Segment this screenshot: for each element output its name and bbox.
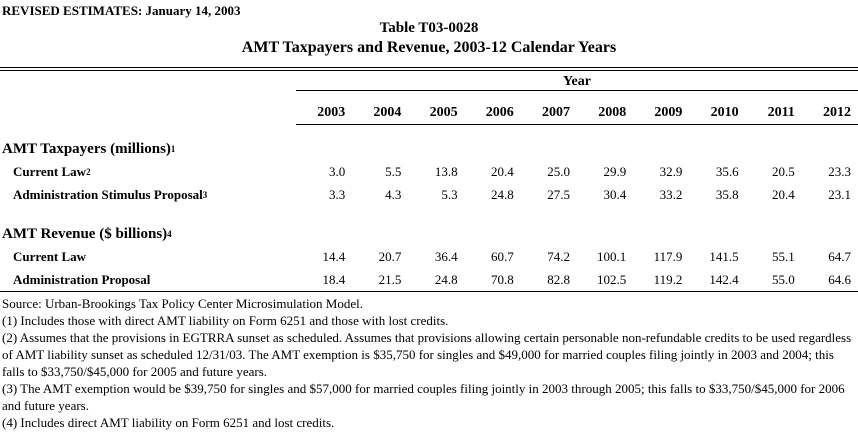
value-cell: 13.8	[434, 163, 458, 179]
spacer	[0, 125, 858, 138]
footnote: (3) The AMT exemption would be $39,750 f…	[2, 381, 845, 413]
value-cell: 36.4	[434, 248, 458, 264]
value-cell: 20.7	[378, 248, 402, 264]
value-cell: 55.1	[772, 248, 795, 264]
label-text: AMT Revenue ($ billions)	[2, 225, 168, 242]
value-cell: 70.8	[491, 271, 514, 287]
value-cell: 24.8	[434, 271, 458, 287]
value-cell: 32.9	[659, 163, 683, 179]
value-cell: 5.5	[385, 163, 402, 179]
source-note: Source: Urban-Brookings Tax Policy Cente…	[2, 296, 363, 311]
value-cell: 23.3	[828, 163, 851, 179]
footnote: (4) Includes direct AMT liability on For…	[2, 415, 335, 430]
value-cell: 30.4	[603, 186, 627, 202]
value-cell: 5.3	[441, 186, 458, 202]
value-cell: 21.5	[378, 271, 402, 287]
spacer	[0, 206, 858, 223]
value-cell: 18.4	[322, 271, 346, 287]
data-table: Year 2003 2004 2005 2006 2007 2008 2009 2010 2011…	[0, 71, 858, 292]
value-cell: 141.5	[709, 248, 739, 264]
year-row-left-gap	[0, 91, 296, 125]
year-column-header: 2007	[520, 91, 577, 125]
year-column-header: 2009	[633, 91, 690, 125]
value-cell: 27.5	[547, 186, 570, 202]
value-cell: 35.8	[715, 186, 739, 202]
value-cell: 20.4	[491, 163, 514, 179]
year-header-left-gap	[0, 71, 296, 91]
value-cell: 64.6	[828, 271, 851, 287]
revised-estimates-label: REVISED ESTIMATES: January 14, 2003	[2, 3, 241, 18]
year-span-header: Year	[296, 71, 858, 91]
label-text: Current Law	[13, 163, 87, 179]
value-cell: 82.8	[547, 271, 570, 287]
section-heading: AMT Revenue ($ billions) 4	[2, 225, 172, 242]
value-cell: 3.3	[328, 186, 346, 202]
year-column-header: 2010	[689, 91, 746, 125]
double-rule	[0, 67, 858, 71]
value-cell: 33.2	[659, 186, 683, 202]
value-cell: 29.9	[603, 163, 627, 179]
footnotes-block: Source: Urban-Brookings Tax Policy Cente…	[0, 292, 858, 431]
value-cell: 23.1	[828, 186, 851, 202]
value-cell: 35.6	[715, 163, 739, 179]
label-text: AMT Taxpayers (millions)	[2, 140, 171, 157]
table-title: AMT Taxpayers and Revenue, 2003-12 Calen…	[241, 39, 617, 56]
row-label: Administration Stimulus Proposal 3	[13, 186, 208, 202]
year-column-header: 2006	[464, 91, 521, 125]
value-cell: 100.1	[596, 248, 627, 264]
row-label: Current Law 2	[13, 163, 91, 179]
value-cell: 64.7	[828, 248, 851, 264]
table-number-title: Table T03-0028	[379, 20, 479, 36]
label-text: Current Law	[13, 248, 87, 264]
value-cell: 119.2	[653, 271, 683, 287]
year-column-header: 2008	[577, 91, 634, 125]
value-cell: 24.8	[491, 186, 514, 202]
value-cell: 60.7	[491, 248, 514, 264]
value-cell: 14.4	[322, 248, 346, 264]
year-column-header: 2004	[352, 91, 409, 125]
value-cell: 55.0	[772, 271, 795, 287]
footnote: (1) Includes those with direct AMT liabi…	[2, 313, 449, 328]
year-column-header: 2012	[801, 91, 858, 125]
value-cell: 25.0	[547, 163, 570, 179]
section-heading: AMT Taxpayers (millions) 1	[2, 140, 176, 157]
label-text: Administration Proposal	[13, 271, 151, 287]
value-cell: 102.5	[596, 271, 627, 287]
year-column-header: 2011	[745, 91, 802, 125]
value-cell: 20.4	[772, 186, 795, 202]
value-cell: 3.0	[328, 163, 346, 179]
value-cell: 74.2	[547, 248, 570, 264]
year-column-header: 2005	[408, 91, 465, 125]
footnote-list: (1) Includes those with direct AMT liabi…	[2, 312, 856, 431]
value-cell: 20.5	[772, 163, 795, 179]
year-column-header: 2003	[296, 91, 353, 125]
value-cell: 4.3	[385, 186, 402, 202]
value-cell: 142.4	[709, 271, 739, 287]
row-label: Current Law	[0, 245, 296, 268]
row-label: Administration Proposal	[0, 268, 296, 291]
value-cell: 117.9	[653, 248, 683, 264]
footnote: (2) Assumes that the provisions in EGTRR…	[2, 330, 852, 379]
label-text: Administration Stimulus Proposal	[13, 186, 203, 202]
